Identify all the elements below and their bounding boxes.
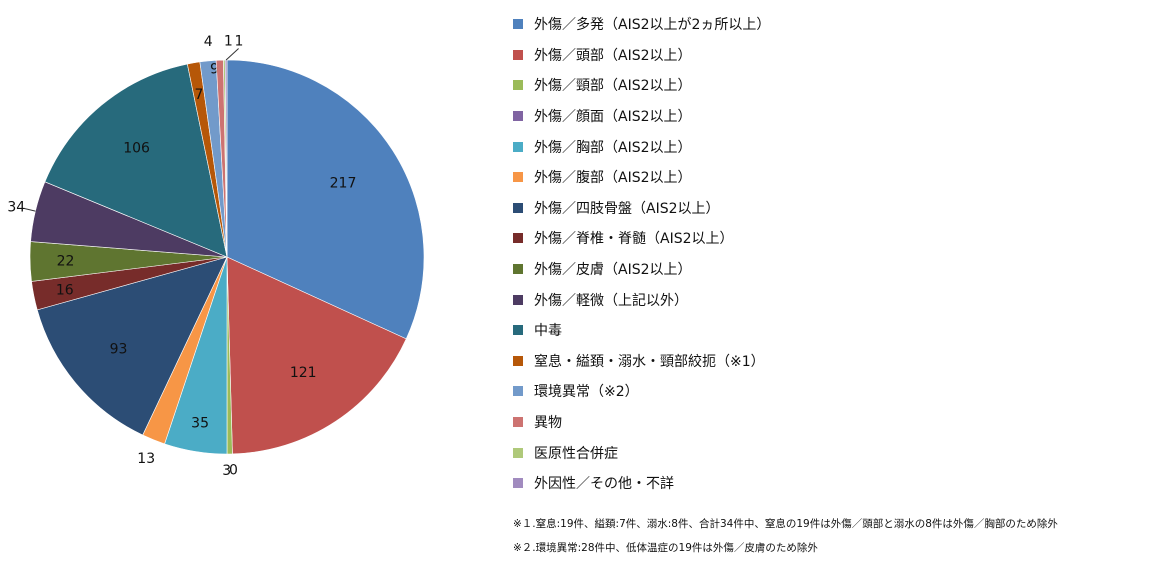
- legend-label: 外傷／四肢骨盤（AIS2以上）: [534, 200, 720, 217]
- data-label-15: 1: [235, 34, 244, 50]
- legend-item-13: 異物: [513, 407, 770, 438]
- legend-label: 外傷／皮膚（AIS2以上）: [534, 262, 692, 279]
- legend-item-9: 外傷／軽微（上記以外）: [513, 284, 770, 315]
- pie-slice-6: [36, 256, 228, 436]
- legend: 外傷／多発（AIS2以上が2ヵ所以上） 外傷／頭部（AIS2以上） 外傷／頸部（AI…: [513, 9, 770, 499]
- legend-item-3: 外傷／顔面（AIS2以上）: [513, 101, 770, 132]
- data-label-2: 3: [222, 463, 231, 479]
- legend-label: 外傷／腹部（AIS2以上）: [534, 170, 692, 187]
- legend-swatch: [513, 478, 523, 489]
- legend-swatch: [513, 386, 523, 397]
- legend-swatch: [513, 111, 523, 122]
- data-label-14: 1: [224, 33, 233, 49]
- data-label-7: 16: [56, 283, 74, 299]
- legend-label: 外因性／その他・不詳: [534, 476, 674, 493]
- footnote-1: ※１.窒息:19件、縊頚:7件、溺水:8件、合計34件中、窒息の19件は外傷／頭…: [513, 518, 1058, 530]
- data-label-10: 106: [123, 141, 150, 157]
- legend-swatch: [513, 417, 523, 428]
- data-label-11: 7: [194, 87, 203, 103]
- data-label-9: 34: [7, 200, 25, 216]
- data-label-12: 9: [210, 61, 219, 77]
- pie-slice-1: [226, 256, 407, 455]
- legend-item-1: 外傷／頭部（AIS2以上）: [513, 40, 770, 71]
- data-label-8: 22: [57, 254, 75, 270]
- legend-swatch: [513, 141, 523, 152]
- legend-swatch: [513, 233, 523, 244]
- legend-label: 医原性合併症: [534, 445, 618, 462]
- legend-item-14: 医原性合併症: [513, 437, 770, 468]
- data-label-3: 0: [229, 463, 238, 479]
- legend-swatch: [513, 80, 523, 91]
- legend-label: 中毒: [534, 323, 562, 340]
- legend-label: 環境異常（※2）: [534, 384, 639, 401]
- legend-item-8: 外傷／皮膚（AIS2以上）: [513, 254, 770, 285]
- legend-item-12: 環境異常（※2）: [513, 376, 770, 407]
- footnotes: ※１.窒息:19件、縊頚:7件、溺水:8件、合計34件中、窒息の19件は外傷／頭…: [513, 512, 1058, 560]
- legend-item-11: 窒息・縊頚・溺水・頸部絞扼（※1）: [513, 346, 770, 377]
- legend-swatch: [513, 19, 523, 30]
- data-label-0: 217: [330, 175, 357, 191]
- legend-swatch: [513, 355, 523, 366]
- legend-swatch: [513, 49, 523, 60]
- legend-label: 外傷／脊椎・脊髄（AIS2以上）: [534, 231, 734, 248]
- pie-slice-15: [224, 59, 228, 258]
- legend-label: 窒息・縊頚・溺水・頸部絞扼（※1）: [534, 353, 765, 370]
- legend-swatch: [513, 325, 523, 336]
- data-label-5: 13: [137, 451, 155, 467]
- legend-item-10: 中毒: [513, 315, 770, 346]
- legend-swatch: [513, 447, 523, 458]
- legend-item-6: 外傷／四肢骨盤（AIS2以上）: [513, 193, 770, 224]
- legend-label: 外傷／頭部（AIS2以上）: [534, 47, 692, 64]
- legend-swatch: [513, 172, 523, 183]
- legend-label: 外傷／軽微（上記以外）: [534, 292, 688, 309]
- legend-label: 外傷／頸部（AIS2以上）: [534, 78, 692, 95]
- legend-item-5: 外傷／腹部（AIS2以上）: [513, 162, 770, 193]
- data-label-4: 35: [191, 415, 209, 431]
- legend-swatch: [513, 202, 523, 213]
- legend-item-0: 外傷／多発（AIS2以上が2ヵ所以上）: [513, 9, 770, 40]
- data-label-6: 93: [110, 341, 128, 357]
- legend-item-4: 外傷／胸部（AIS2以上）: [513, 131, 770, 162]
- legend-label: 外傷／多発（AIS2以上が2ヵ所以上）: [534, 17, 771, 34]
- leader-line-9: [23, 207, 36, 212]
- leader-line-15: [225, 48, 239, 61]
- data-label-13: 4: [204, 34, 213, 50]
- legend-item-7: 外傷／脊椎・脊髄（AIS2以上）: [513, 223, 770, 254]
- legend-label: 外傷／顔面（AIS2以上）: [534, 109, 692, 126]
- pie-slice-0: [226, 59, 425, 340]
- legend-item-15: 外因性／その他・不詳: [513, 468, 770, 499]
- data-label-1: 121: [290, 365, 317, 381]
- legend-swatch: [513, 264, 523, 275]
- legend-swatch: [513, 294, 523, 305]
- footnote-2: ※２.環境異常:28件中、低体温症の19件は外傷／皮膚のため除外: [513, 542, 818, 554]
- pie-slice-10: [44, 63, 228, 258]
- legend-item-2: 外傷／頸部（AIS2以上）: [513, 70, 770, 101]
- legend-label: 外傷／胸部（AIS2以上）: [534, 139, 692, 156]
- legend-label: 異物: [534, 415, 562, 432]
